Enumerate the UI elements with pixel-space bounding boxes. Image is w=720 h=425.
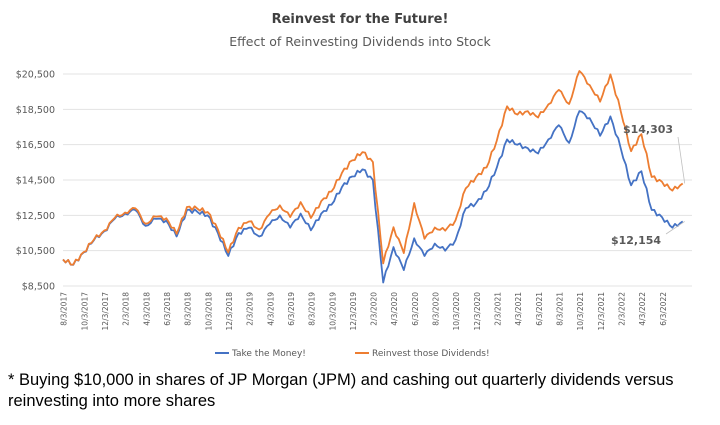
gridlines (63, 73, 692, 287)
chart-subtitle: Effect of Reinvesting Dividends into Sto… (229, 34, 491, 49)
annotation-label: $14,303 (623, 123, 673, 136)
x-tick-label: 2/3/2018 (122, 292, 131, 326)
annotation-leader (665, 221, 685, 235)
x-tick-label: 4/3/2021 (514, 292, 523, 326)
x-tick-label: 6/3/2022 (659, 292, 668, 326)
annotations: $14,303 $12,154 (611, 123, 686, 247)
x-tick-label: 12/3/2021 (597, 292, 606, 331)
x-tick-label: 2/3/2020 (370, 292, 379, 326)
x-tick-label: 6/3/2020 (411, 292, 420, 326)
x-tick-label: 10/3/2018 (204, 292, 213, 331)
x-tick-label: 8/3/2018 (184, 292, 193, 326)
y-axis: $8,500 $10,500 $12,500 $14,500 $16,500 $18,50… (16, 70, 55, 293)
x-tick-label: 4/3/2020 (390, 292, 399, 326)
y-tick-label: $14,500 (16, 176, 55, 187)
x-tick-label: 12/3/2017 (101, 292, 110, 331)
x-tick-label: 4/3/2022 (638, 292, 647, 326)
legend: Take the Money! Reinvest those Dividends! (215, 349, 490, 359)
x-axis: 8/3/2017 10/3/2017 12/3/2017 2/3/2018 4/3/20… (60, 292, 668, 331)
chart-title: Reinvest for the Future! (272, 12, 449, 27)
series-lines (62, 70, 684, 284)
series-line-reinvest-dividends (62, 70, 684, 266)
x-tick-label: 6/3/2019 (287, 292, 296, 326)
x-tick-label: 6/3/2021 (535, 292, 544, 326)
x-tick-label: 12/3/2018 (225, 292, 234, 331)
x-tick-label: 12/3/2019 (349, 292, 358, 331)
legend-label: Take the Money! (231, 349, 306, 359)
legend-label: Reinvest those Dividends! (372, 349, 490, 359)
x-tick-label: 2/3/2019 (246, 292, 255, 326)
y-tick-label: $16,500 (16, 140, 55, 151)
x-tick-label: 8/3/2017 (60, 292, 69, 326)
x-tick-label: 12/3/2020 (473, 292, 482, 331)
y-tick-label: $18,500 (16, 105, 55, 116)
y-tick-label: $20,500 (16, 70, 55, 81)
x-tick-label: 10/3/2019 (328, 292, 337, 331)
x-tick-label: 2/3/2021 (494, 292, 503, 326)
footnote: * Buying $10,000 in shares of JP Morgan … (8, 371, 674, 410)
x-tick-label: 8/3/2020 (432, 292, 441, 326)
x-tick-label: 2/3/2022 (617, 292, 626, 326)
x-tick-label: 6/3/2018 (163, 292, 172, 326)
x-tick-label: 10/3/2017 (80, 292, 89, 331)
series-line-take-the-money (62, 110, 684, 284)
x-tick-label: 8/3/2021 (555, 292, 564, 326)
x-tick-label: 10/3/2020 (452, 292, 461, 331)
x-tick-label: 4/3/2019 (266, 292, 275, 326)
x-tick-label: 10/3/2021 (576, 292, 585, 331)
annotation-leader (677, 136, 686, 184)
x-tick-label: 4/3/2018 (142, 292, 151, 326)
y-tick-label: $12,500 (16, 211, 55, 222)
y-tick-label: $10,500 (16, 246, 55, 257)
annotation-label: $12,154 (611, 234, 661, 247)
y-tick-label: $8,500 (22, 282, 55, 293)
x-tick-label: 8/3/2019 (308, 292, 317, 326)
